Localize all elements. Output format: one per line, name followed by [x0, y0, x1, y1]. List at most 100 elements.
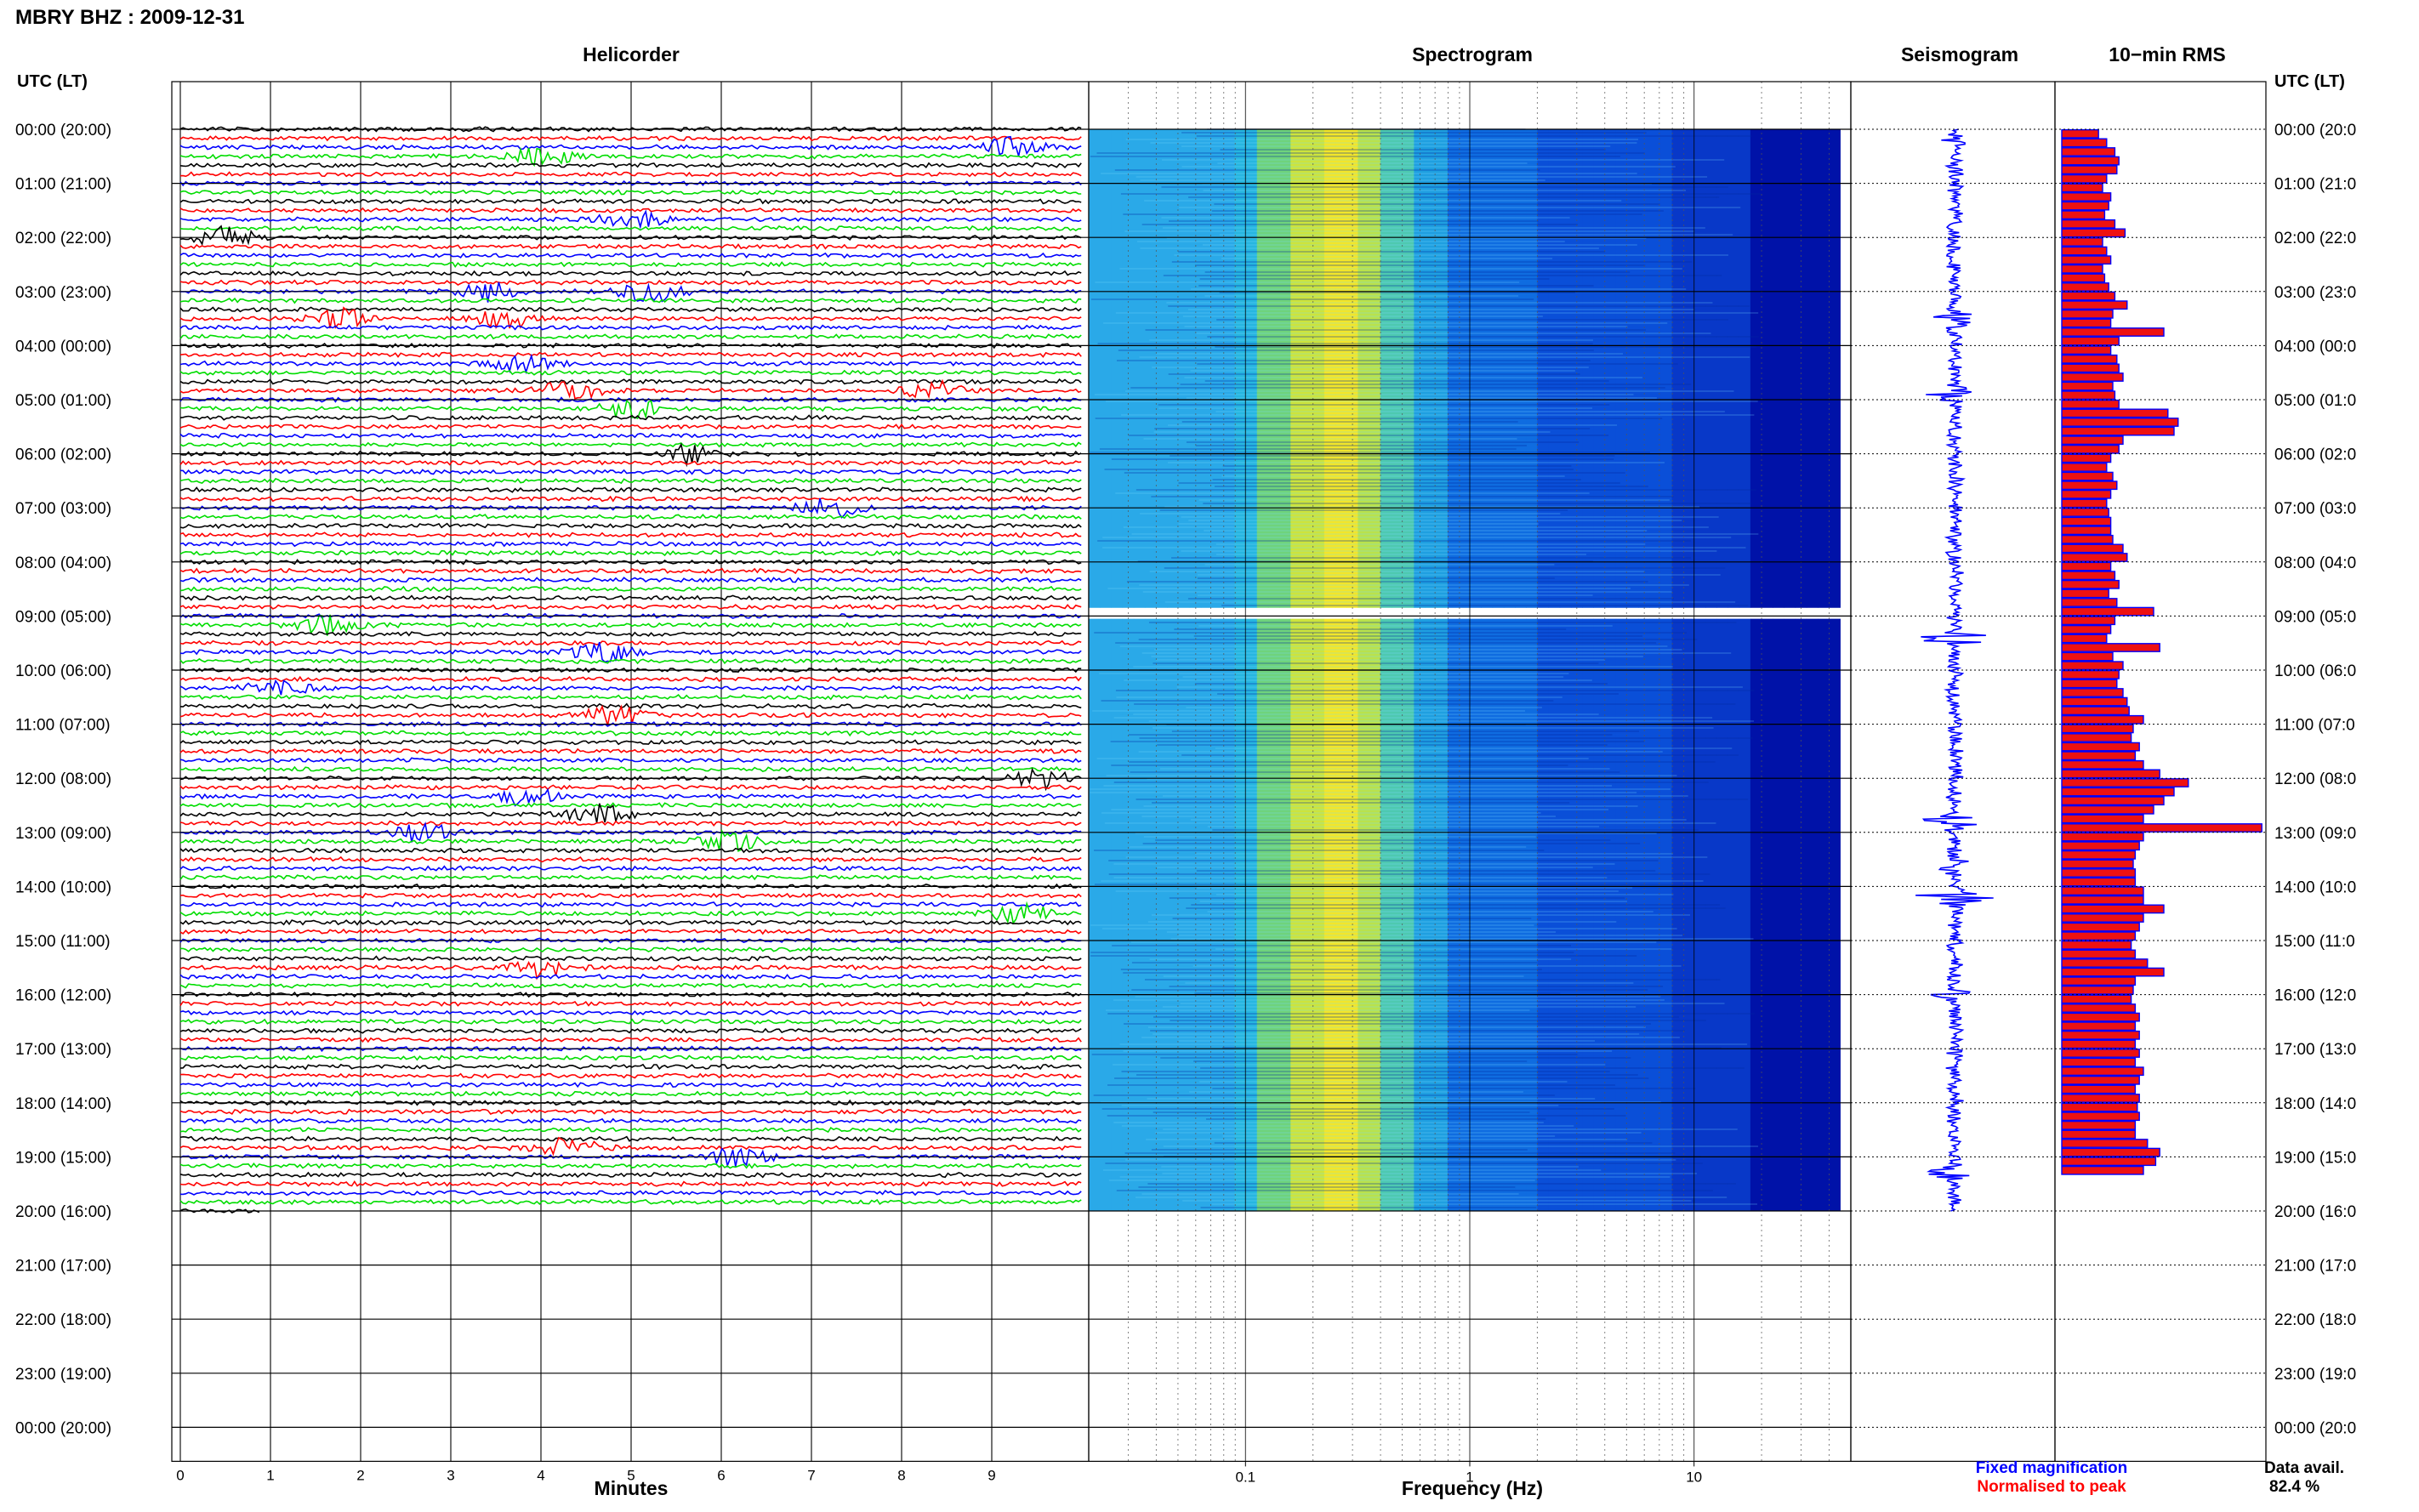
rms-bar — [2061, 787, 2175, 797]
rms-bar — [2061, 922, 2140, 932]
spectrogram-band — [1537, 618, 1550, 1211]
spectrogram-band — [1234, 129, 1247, 608]
spectrogram-band — [1357, 618, 1370, 1211]
left-time-label: 21:00 (17:00) — [15, 1258, 111, 1276]
rms-bar — [2061, 985, 2134, 995]
helicorder-trace — [179, 577, 1082, 583]
rms-bar — [2061, 128, 2099, 139]
rms-bar — [2061, 624, 2112, 634]
spectrogram-band — [1089, 129, 1101, 608]
rms-bar — [2061, 173, 2108, 184]
right-time-label: 08:00 (04:0 — [2274, 554, 2356, 572]
helicorder-trace — [179, 333, 1082, 340]
helicorder-trace — [179, 594, 1082, 601]
helicorder-tick-label: 2 — [356, 1467, 364, 1483]
helicorder-trace — [179, 1180, 1082, 1188]
rms-bar — [2061, 823, 2262, 833]
spectrogram-band — [1425, 618, 1437, 1211]
rms-bar — [2061, 1102, 2138, 1112]
spectrogram-band — [1548, 129, 1561, 608]
spectrogram-band — [1615, 129, 1628, 608]
spectrogram-band — [1492, 129, 1505, 608]
rms-bar — [2061, 1129, 2137, 1140]
helicorder-trace — [179, 1126, 1082, 1134]
helicorder-trace — [179, 378, 1082, 400]
helicorder-trace — [179, 604, 1082, 611]
right-time-label: 11:00 (07:0 — [2274, 717, 2355, 735]
left-time-label: 03:00 (23:00) — [15, 284, 111, 302]
spectrogram-band — [1503, 129, 1516, 608]
rms-bar — [2061, 327, 2165, 337]
right-time-label: 02:00 (22:0 — [2274, 230, 2356, 247]
spectrogram-band — [1267, 129, 1280, 608]
right-time-label: 13:00 (09:0 — [2274, 825, 2356, 843]
rms-bar — [2061, 634, 2108, 644]
helicorder-trace — [179, 1072, 1082, 1079]
rms-bar — [2061, 390, 2116, 401]
spectrogram-band — [1829, 618, 1841, 1211]
spectrogram-band — [1515, 129, 1527, 608]
rms-bar — [2061, 399, 2120, 409]
helicorder-tick-label: 0 — [176, 1467, 184, 1483]
helicorder-trace — [179, 1108, 1082, 1116]
spectrogram-band — [1100, 129, 1112, 608]
rms-bar — [2061, 363, 2120, 373]
helicorder-trace — [179, 399, 1082, 420]
helicorder-xlabel: Minutes — [595, 1477, 669, 1499]
rms-bar — [2061, 372, 2124, 382]
rms-bar — [2061, 931, 2137, 941]
helicorder-trace — [179, 657, 1082, 665]
left-time-label: 16:00 (12:00) — [15, 987, 111, 1005]
right-time-label: 10:00 (06:0 — [2274, 662, 2356, 680]
rms-bar — [2061, 282, 2109, 292]
rms-bar — [2061, 300, 2128, 310]
helicorder-trace — [179, 353, 1082, 375]
right-time-label: 00:00 (20:0 — [2274, 1419, 2356, 1437]
helicorder-trace — [179, 135, 1082, 156]
spectrogram-band — [1481, 618, 1494, 1211]
spectrogram-band — [1492, 618, 1505, 1211]
rms-bar — [2061, 913, 2144, 923]
helicorder-trace — [179, 973, 1082, 980]
left-time-label: 12:00 (08:00) — [15, 770, 111, 788]
helicorder-trace — [179, 1063, 1082, 1071]
helicorder-trace — [179, 225, 1082, 232]
helicorder-trace — [179, 1171, 1082, 1179]
rms-bar — [2061, 714, 2144, 725]
spectrogram-band — [1649, 129, 1662, 608]
spectrogram-band — [1290, 618, 1303, 1211]
helicorder-trace — [179, 1117, 1082, 1124]
spectrogram-band — [1750, 129, 1762, 608]
rms-bar — [2061, 345, 2112, 355]
helicorder-trace — [179, 1045, 1082, 1053]
helicorder-trace — [179, 306, 1082, 313]
spectrogram-band — [1133, 129, 1146, 608]
spectrogram-band — [1716, 618, 1729, 1211]
data-avail-value: 82.4 % — [2269, 1478, 2319, 1496]
helicorder-tick-label: 7 — [807, 1467, 815, 1483]
rms-bar — [2061, 1012, 2140, 1022]
rms-bar — [2061, 561, 2112, 571]
left-time-label: 23:00 (19:00) — [15, 1366, 111, 1384]
rms-bar — [2061, 1120, 2137, 1130]
helicorder-trace — [179, 261, 1082, 269]
spectrogram-band — [1223, 618, 1235, 1211]
spectrogram-band — [1705, 618, 1717, 1211]
spectrogram-band — [1144, 129, 1157, 608]
left-time-label: 20:00 (16:00) — [15, 1203, 111, 1221]
spectrogram-band — [1537, 129, 1550, 608]
helicorder-trace — [179, 675, 1082, 683]
rms-bar — [2061, 1157, 2157, 1167]
rms-bar — [2061, 1030, 2140, 1040]
rms-bar — [2061, 616, 2116, 626]
spectrogram-band — [1200, 129, 1213, 608]
right-time-label: 15:00 (11:0 — [2274, 933, 2355, 951]
helicorder-trace — [179, 614, 1082, 636]
rms-bar — [2061, 318, 2112, 328]
helicorder-trace — [179, 1027, 1082, 1034]
helicorder-trace — [179, 1189, 1082, 1197]
rms-bar — [2061, 661, 2124, 671]
helicorder-trace — [179, 1136, 1082, 1157]
rms-bar — [2061, 733, 2132, 742]
spectrogram-band — [1806, 129, 1819, 608]
